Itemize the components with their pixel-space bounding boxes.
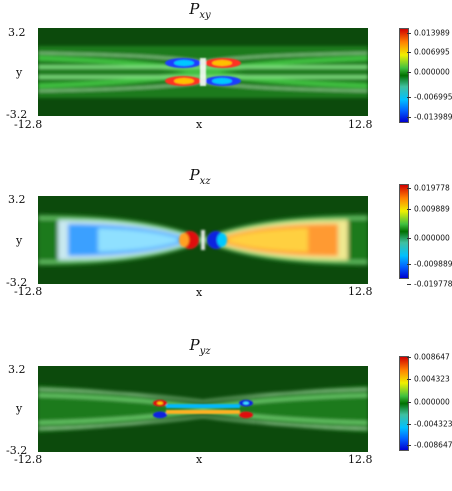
panel-title: Pxz — [189, 166, 211, 187]
heatmap-pxy — [38, 28, 368, 116]
y-axis-label: y — [16, 234, 23, 247]
y-min-label: -3.2 — [6, 444, 28, 457]
heatmap-pxz — [38, 196, 368, 284]
panel-pxy: Pxy 3.2 y -3.2 -12.8 x 12.8 — [0, 0, 452, 155]
current-sheet — [166, 404, 240, 409]
y-axis-label: y — [16, 66, 23, 79]
hotspot-negative — [174, 60, 194, 66]
colorbar-tick: 0.019778 — [414, 183, 450, 193]
field-band — [38, 388, 368, 402]
colorbar-tick: 0.000000 — [414, 233, 450, 243]
hotspot-negative — [153, 411, 167, 419]
heatmap-pyz — [38, 366, 368, 452]
current-sheet — [166, 409, 240, 414]
colorbar-tick-mark — [407, 264, 411, 265]
panel-pxz: Pxz 3.2 y -3.2 -12.8 x 12.8 — [0, 166, 452, 321]
colorbar-tick-mark — [407, 238, 411, 239]
field-band — [228, 228, 308, 252]
hotspot-negative — [243, 401, 249, 405]
colorbar-tick: -0.009889 — [414, 259, 452, 269]
x-point-gap — [200, 58, 206, 86]
panel-title: Pyz — [189, 336, 211, 357]
colorbar-tick-mark — [407, 357, 411, 358]
hotspot-positive — [239, 411, 253, 419]
y-axis-label: y — [16, 402, 23, 415]
colorbar-tick: 0.004323 — [414, 374, 450, 384]
x-axis-label: x — [196, 453, 203, 466]
y-max-label: 3.2 — [8, 363, 26, 376]
field-band — [38, 385, 368, 433]
colorbar-tick-mark — [407, 284, 411, 285]
hotspot-positive — [212, 60, 232, 66]
colorbar-tick-mark — [407, 445, 411, 446]
colorbar-tick-mark — [407, 209, 411, 210]
hotspot-positive — [157, 401, 163, 405]
y-max-label: 3.2 — [8, 26, 26, 39]
colorbar-tick: -0.019778 — [414, 279, 452, 289]
colorbar-tick-mark — [407, 424, 411, 425]
colorbar-tick: 0.000000 — [414, 397, 450, 407]
hotspot-positive — [174, 78, 194, 84]
panel-pyz: Pyz 3.2 y -3.2 -12.8 x 12.8 — [0, 336, 452, 491]
field-band — [38, 416, 368, 430]
hotspot-positive — [179, 233, 189, 247]
colorbar-tick: 0.013989 — [414, 28, 450, 38]
colorbar-tick: 0.000000 — [414, 67, 450, 77]
colorbar-tick-mark — [407, 33, 411, 34]
hotspot-negative — [212, 78, 232, 84]
x-point-gap — [201, 230, 205, 250]
colorbar — [399, 356, 409, 451]
colorbar-tick: -0.004323 — [414, 419, 452, 429]
colorbar — [399, 184, 409, 279]
panel-title: Pxy — [189, 0, 211, 21]
x-min-label: -12.8 — [14, 453, 43, 466]
colorbar-tick: 0.008647 — [414, 352, 450, 362]
colorbar-tick-mark — [407, 52, 411, 53]
x-max-label: 12.8 — [348, 285, 373, 298]
colorbar-tick-mark — [407, 72, 411, 73]
colorbar-tick: -0.008647 — [414, 440, 452, 450]
colorbar-tick: 0.009889 — [414, 204, 450, 214]
field-band — [98, 228, 178, 252]
hotspot-negative — [217, 233, 227, 247]
colorbar-tick-mark — [407, 97, 411, 98]
colorbar-tick-mark — [407, 402, 411, 403]
y-min-label: -3.2 — [6, 276, 28, 289]
colorbar-tick-mark — [407, 188, 411, 189]
y-min-label: -3.2 — [6, 108, 28, 121]
x-max-label: 12.8 — [348, 453, 373, 466]
colorbar-tick: -0.013989 — [414, 112, 452, 122]
colorbar-tick-mark — [407, 379, 411, 380]
x-max-label: 12.8 — [348, 118, 373, 131]
colorbar — [399, 28, 409, 123]
colorbar-tick: -0.006995 — [414, 92, 452, 102]
x-min-label: -12.8 — [14, 118, 43, 131]
colorbar-tick-mark — [407, 117, 411, 118]
x-axis-label: x — [196, 286, 203, 299]
x-axis-label: x — [196, 118, 203, 131]
x-min-label: -12.8 — [14, 285, 43, 298]
y-max-label: 3.2 — [8, 193, 26, 206]
colorbar-tick: 0.006995 — [414, 47, 450, 57]
